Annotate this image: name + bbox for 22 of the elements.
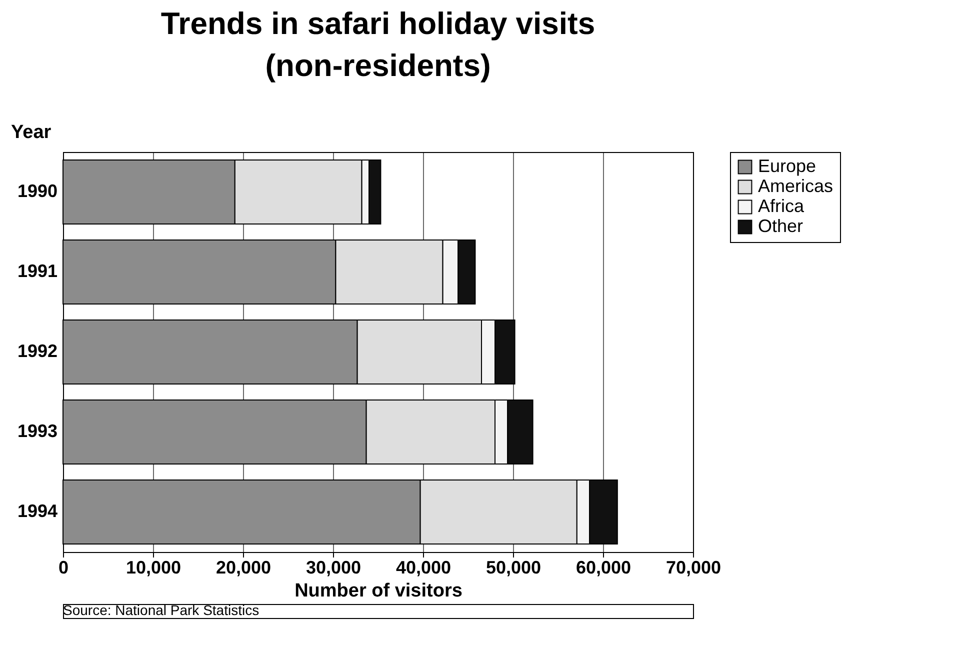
y-tick-label: 1991 [17,261,58,281]
y-tick-label: 1994 [17,501,58,521]
x-tick-label: 0 [58,558,69,578]
legend-label: Africa [758,196,805,216]
x-tick-label: 50,000 [486,558,542,578]
y-tick-label: 1990 [17,181,58,201]
x-tick-label: 40,000 [396,558,452,578]
y-axis-title: Year [11,122,52,143]
x-tick-label: 10,000 [126,558,182,578]
legend-label: Other [758,216,804,236]
x-axis-title: Number of visitors [294,580,462,602]
x-tick-label: 60,000 [576,558,632,578]
y-tick-label: 1992 [17,341,58,361]
x-tick-label: 30,000 [306,558,362,578]
x-tick-label: 20,000 [216,558,272,578]
y-tick-label: 1993 [17,421,58,441]
legend-label: Europe [758,156,816,176]
text: (non-residents) [265,48,491,83]
x-tick-label: 70,000 [666,558,722,578]
legend-label: Americas [758,176,834,196]
text: Trends in safari holiday visits [160,6,596,41]
source-note: Source: National Park Statistics [63,602,260,618]
